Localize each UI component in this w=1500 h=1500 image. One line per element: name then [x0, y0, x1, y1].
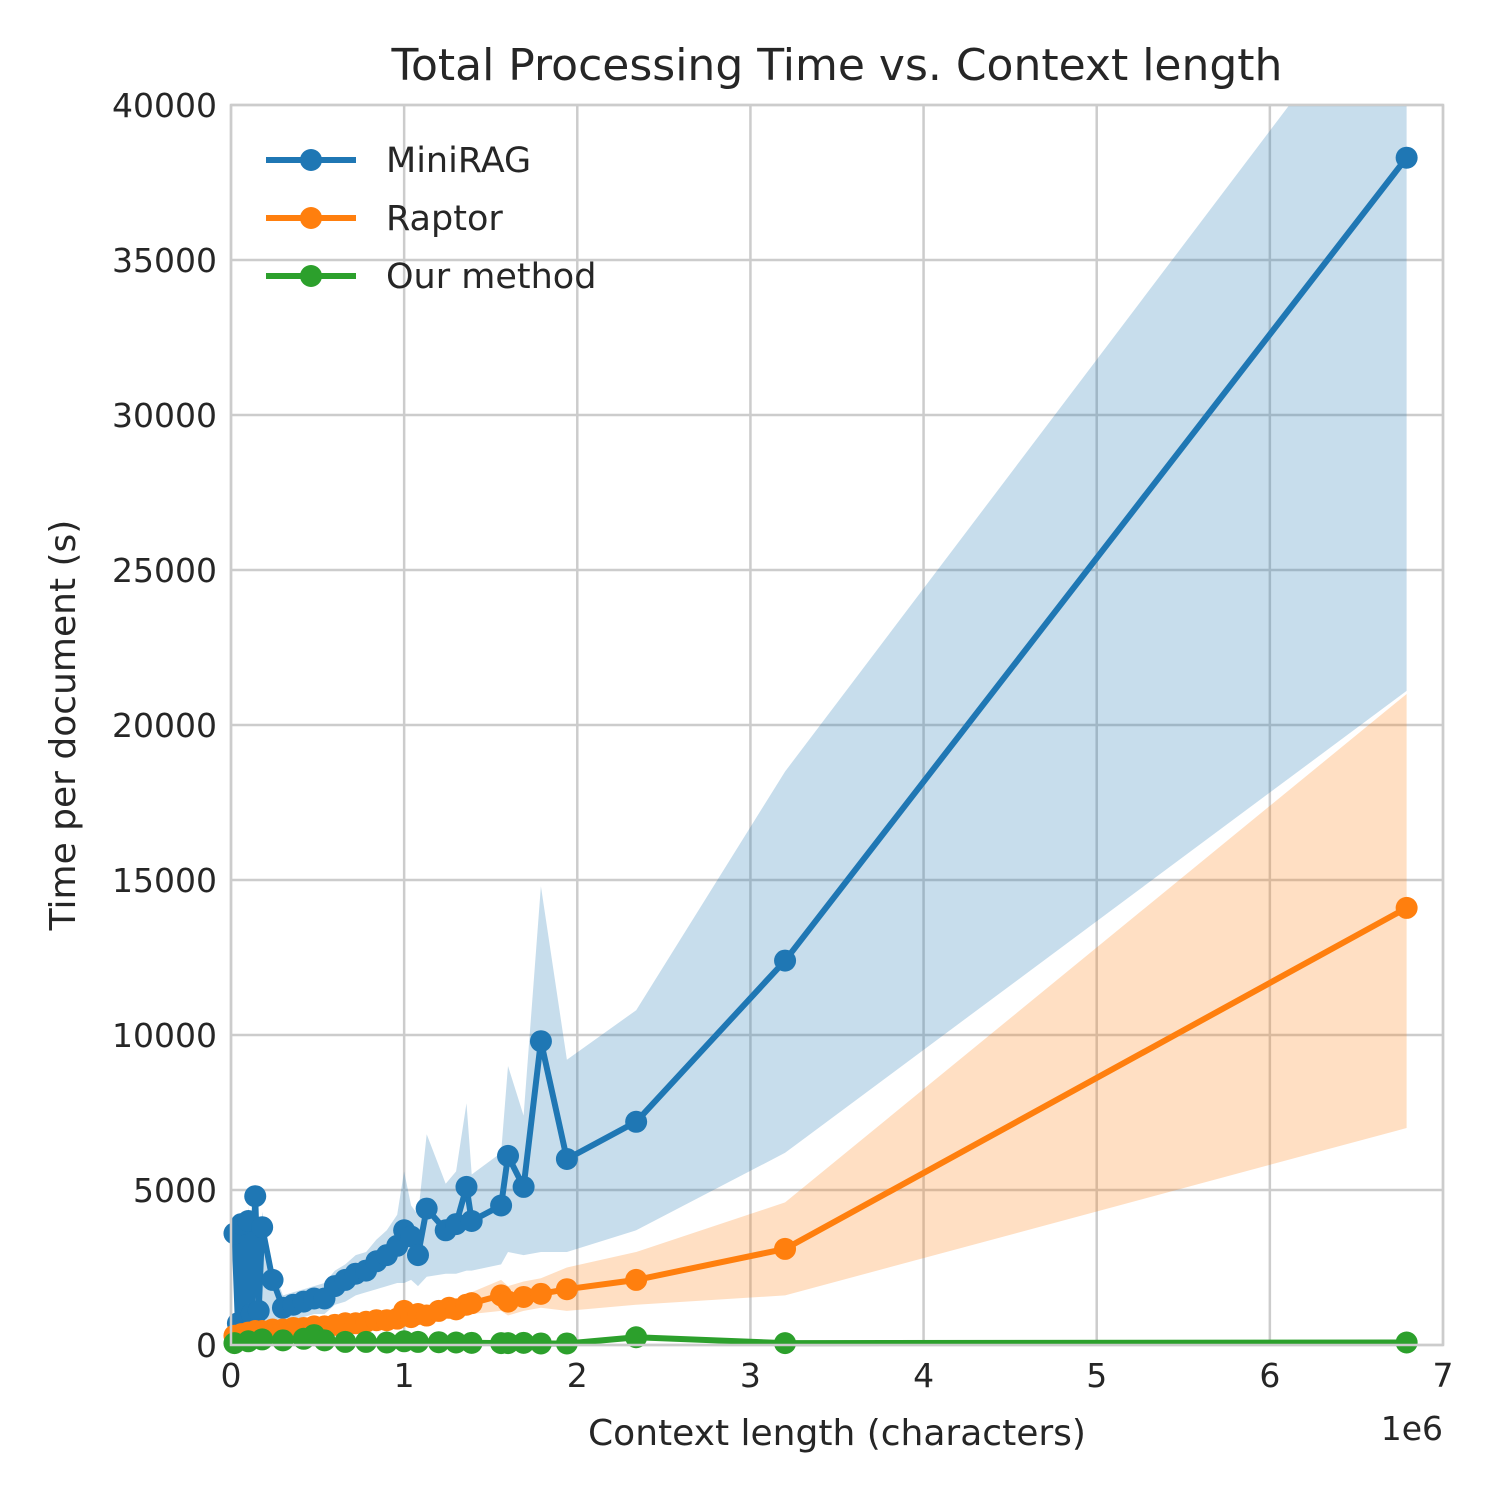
data-point	[247, 1299, 270, 1322]
data-point	[497, 1144, 520, 1167]
y-tick-label: 40000	[112, 86, 217, 125]
y-tick-label: 35000	[112, 241, 217, 280]
data-point	[555, 1148, 578, 1170]
data-point	[406, 1330, 429, 1353]
y-axis-label: Time per document (s)	[43, 520, 84, 932]
data-point	[512, 1175, 535, 1198]
data-point	[1395, 1331, 1418, 1354]
x-tick-label: 5	[1086, 1356, 1107, 1395]
data-point	[400, 1225, 423, 1248]
x-axis-offset-label: 1e6	[1381, 1409, 1443, 1448]
data-point	[251, 1216, 274, 1239]
data-point	[625, 1110, 648, 1133]
y-tick-label: 15000	[112, 861, 217, 900]
x-tick-label: 2	[567, 1356, 588, 1395]
y-tick-label: 5000	[133, 1171, 217, 1210]
data-point	[555, 1332, 578, 1355]
x-tick-label: 7	[1433, 1356, 1454, 1395]
data-point	[774, 1332, 797, 1355]
data-point	[625, 1326, 648, 1349]
x-tick-label: 1	[394, 1356, 415, 1395]
x-axis-label: Context length (characters)	[588, 1413, 1086, 1454]
data-point	[251, 1328, 274, 1351]
data-point	[460, 1331, 483, 1354]
y-tick-label: 30000	[112, 396, 217, 435]
data-point	[244, 1185, 267, 1208]
data-point	[261, 1268, 284, 1291]
data-point	[490, 1194, 513, 1217]
data-point	[415, 1197, 438, 1220]
x-tick-label: 3	[740, 1356, 761, 1395]
y-tick-label: 20000	[112, 706, 217, 745]
data-point	[460, 1292, 483, 1315]
data-point	[406, 1244, 429, 1267]
legend-marker	[300, 265, 322, 287]
x-tick-label: 0	[221, 1356, 242, 1395]
legend-label: Our method	[386, 257, 596, 297]
series-lines	[223, 146, 1418, 1355]
legend: MiniRAG Raptor Our method	[266, 141, 596, 297]
x-tick-label: 6	[1259, 1356, 1280, 1395]
legend-marker	[300, 149, 322, 171]
legend-label: Raptor	[386, 199, 503, 239]
y-tick-label: 25000	[112, 551, 217, 590]
y-tick-label: 10000	[112, 1016, 217, 1055]
data-point	[427, 1331, 450, 1354]
data-point	[355, 1330, 378, 1353]
x-tick-label: 4	[913, 1356, 934, 1395]
data-point	[375, 1331, 398, 1354]
data-point	[271, 1329, 294, 1352]
data-point	[529, 1332, 552, 1355]
data-point	[512, 1285, 535, 1308]
data-point	[313, 1329, 336, 1352]
data-point	[455, 1175, 478, 1198]
legend-label: MiniRAG	[386, 141, 531, 181]
data-point	[625, 1268, 648, 1291]
data-point	[334, 1330, 357, 1353]
y-tick-label: 0	[196, 1326, 217, 1365]
data-point	[529, 1282, 552, 1305]
data-point	[1395, 896, 1418, 919]
plot-frame	[229, 103, 1445, 1347]
legend-marker	[300, 207, 322, 229]
data-point	[445, 1331, 468, 1354]
data-point	[497, 1332, 520, 1355]
chart-title: Total Processing Time vs. Context length	[391, 40, 1283, 91]
data-point	[1395, 146, 1418, 169]
confidence-band	[234, 105, 1407, 1342]
data-point	[529, 1030, 552, 1053]
confidence-band	[234, 694, 1407, 1342]
tick-labels: 0 1 2 3 4 5 6 7 0 5000 10000 15000 20000 25000 30000 35…	[112, 86, 1453, 1395]
data-point	[460, 1210, 483, 1232]
data-point	[512, 1331, 535, 1354]
data-point	[774, 949, 797, 972]
data-point	[555, 1278, 578, 1301]
data-point	[774, 1237, 797, 1260]
